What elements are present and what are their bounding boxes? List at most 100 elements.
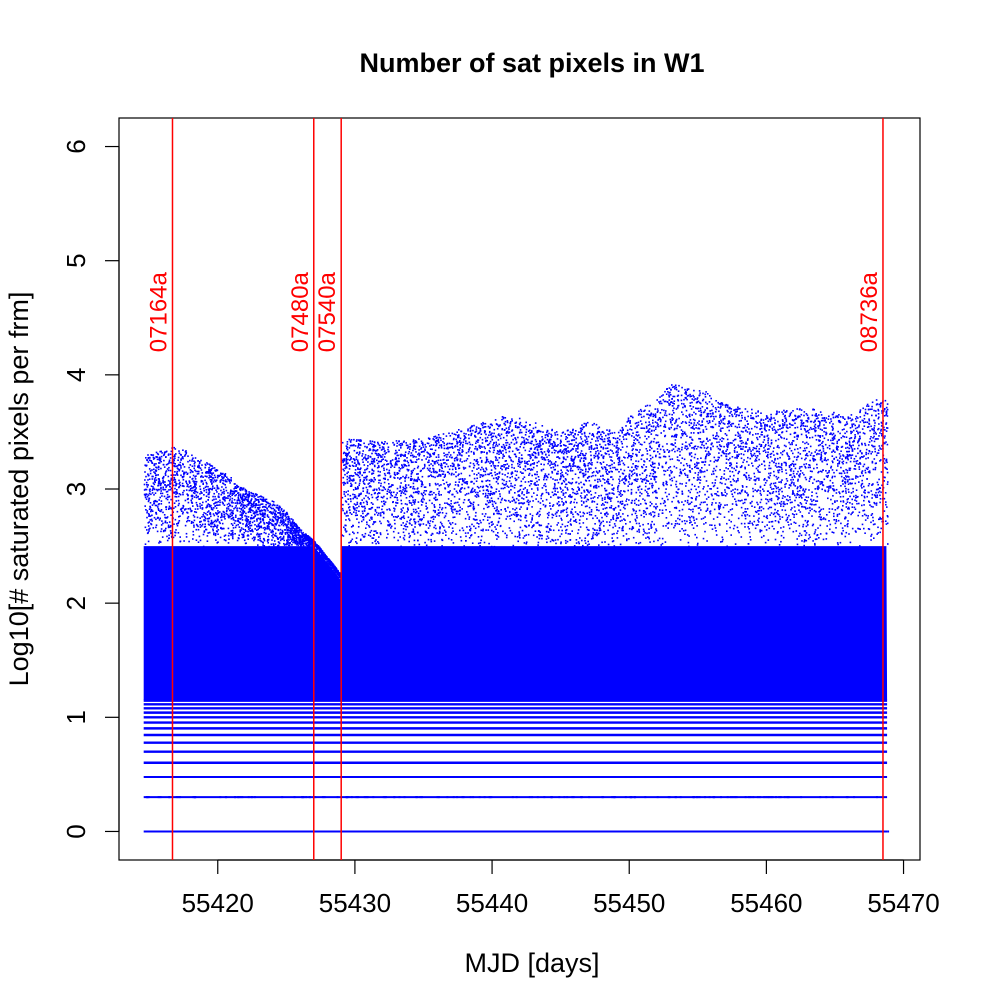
data-point: [585, 500, 588, 503]
data-point: [539, 531, 541, 533]
data-point: [281, 523, 283, 526]
data-point: [705, 442, 707, 445]
data-point: [664, 504, 667, 507]
data-point: [861, 428, 864, 430]
data-point: [254, 506, 257, 509]
data-point: [593, 435, 595, 438]
data-point: [443, 483, 445, 485]
data-point: [885, 460, 887, 462]
data-point: [503, 466, 505, 468]
data-point: [499, 495, 501, 498]
data-point: [646, 480, 648, 482]
data-point: [770, 499, 773, 502]
data-point: [778, 493, 780, 495]
data-point: [185, 452, 187, 455]
data-point: [294, 537, 296, 540]
data-point: [616, 440, 619, 442]
data-point: [565, 445, 567, 447]
data-point: [741, 499, 743, 502]
data-point: [353, 494, 356, 496]
data-point: [345, 491, 347, 493]
data-point: [873, 424, 876, 427]
data-point: [699, 414, 702, 416]
data-point: [628, 538, 630, 540]
data-point: [631, 435, 633, 437]
data-point: [657, 418, 660, 421]
data-point: [419, 534, 422, 536]
data-point: [458, 434, 460, 436]
data-point: [452, 447, 454, 449]
data-point: [493, 500, 496, 503]
data-point: [528, 484, 531, 487]
data-point: [420, 485, 423, 488]
data-point: [260, 495, 262, 497]
data-point: [409, 443, 412, 445]
data-point: [432, 470, 435, 473]
data-point: [411, 471, 414, 474]
data-point: [726, 493, 728, 495]
data-point: [287, 526, 290, 528]
data-point: [613, 445, 616, 447]
data-point: [702, 398, 705, 401]
data-point: [640, 458, 643, 461]
data-point: [794, 522, 797, 524]
data-point: [532, 534, 535, 537]
data-point: [447, 447, 449, 450]
data-point: [163, 466, 166, 468]
data-point: [828, 485, 830, 488]
data-point: [861, 472, 863, 475]
data-point: [697, 407, 700, 410]
data-point: [477, 461, 479, 463]
data-point: [727, 406, 729, 408]
data-point: [651, 456, 654, 459]
data-point: [627, 489, 629, 492]
data-point: [560, 462, 563, 465]
data-point: [255, 504, 257, 507]
data-point: [524, 524, 526, 527]
data-point: [871, 484, 873, 486]
data-point: [588, 462, 591, 464]
data-point: [621, 446, 624, 448]
data-point: [582, 511, 585, 514]
data-point: [363, 510, 366, 512]
data-point: [519, 508, 521, 510]
data-point: [707, 485, 709, 487]
data-point: [655, 528, 657, 530]
data-point: [683, 398, 685, 401]
data-point: [354, 514, 357, 517]
data-point: [597, 440, 599, 442]
data-point: [212, 529, 214, 532]
data-point: [258, 522, 261, 525]
data-point: [622, 506, 625, 509]
data-point: [552, 504, 555, 506]
data-point: [550, 508, 552, 510]
data-point: [497, 510, 499, 512]
data-point: [656, 448, 659, 450]
data-point: [400, 524, 403, 526]
data-point: [823, 420, 826, 422]
data-point: [845, 506, 848, 508]
data-point: [697, 400, 700, 403]
data-point: [650, 478, 652, 480]
data-point: [735, 465, 738, 467]
data-point: [345, 459, 348, 461]
data-point: [624, 490, 626, 493]
data-point: [780, 505, 782, 507]
data-point: [661, 509, 664, 512]
data-point: [341, 496, 344, 499]
data-point: [868, 441, 871, 443]
data-point: [426, 451, 428, 454]
data-point: [366, 523, 368, 526]
data-point: [377, 492, 380, 494]
data-point: [681, 520, 683, 523]
data-point: [250, 514, 253, 517]
data-point: [465, 440, 467, 442]
data-point: [679, 539, 682, 541]
data-point: [693, 411, 695, 414]
data-point: [547, 462, 549, 465]
data-point: [194, 490, 196, 492]
data-point: [409, 519, 411, 522]
data-point: [474, 495, 477, 497]
data-point: [785, 417, 787, 420]
data-point: [424, 530, 427, 533]
